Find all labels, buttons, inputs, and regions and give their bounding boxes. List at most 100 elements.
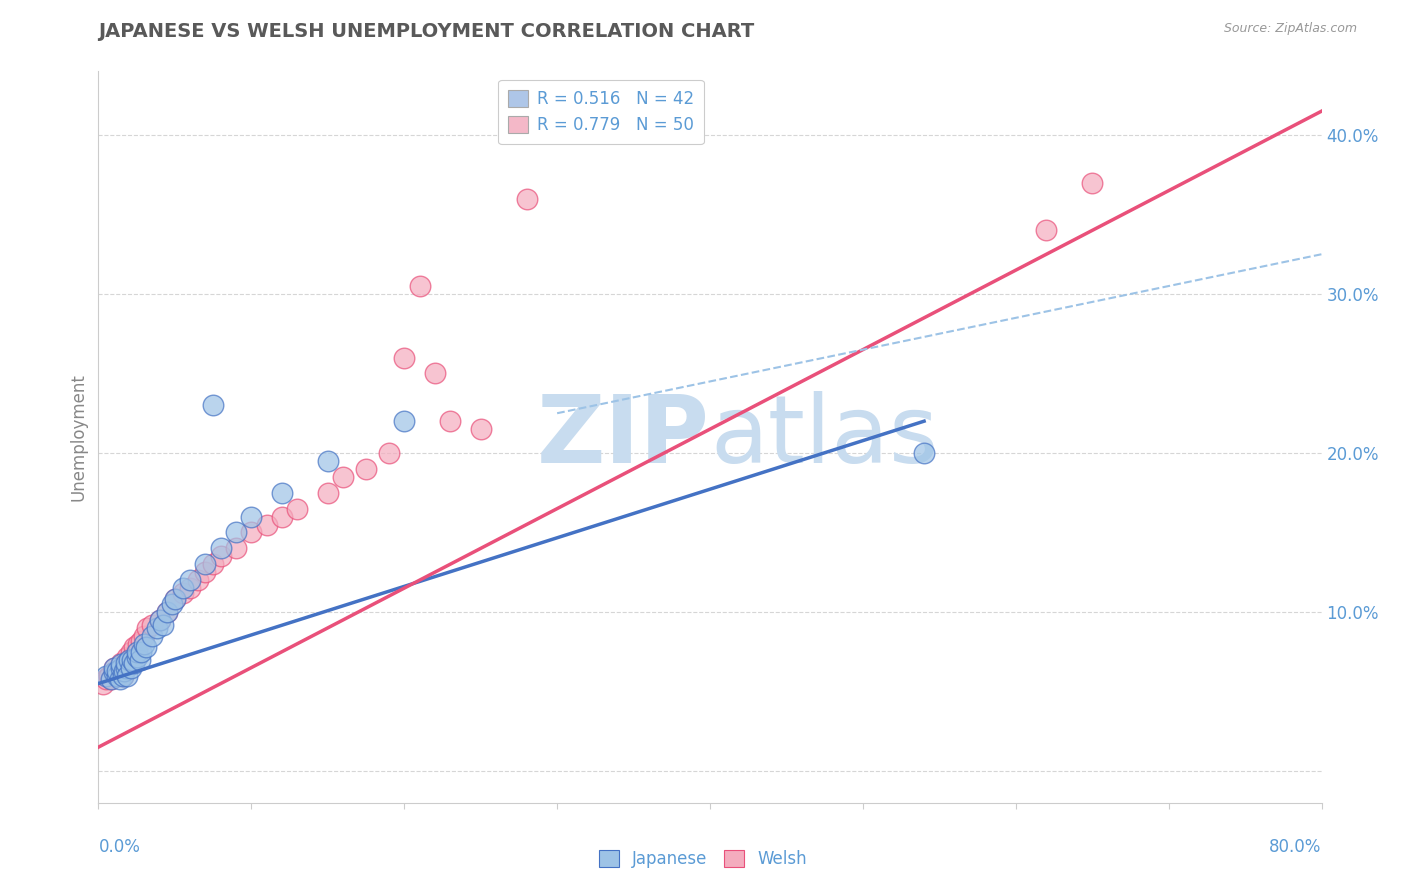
Point <box>94 668 117 682</box>
Point <box>112 664 135 678</box>
Point <box>98 668 121 682</box>
Legend: Japanese, Welsh: Japanese, Welsh <box>592 843 814 875</box>
Point <box>108 672 131 686</box>
Point <box>118 653 141 667</box>
Point <box>125 645 148 659</box>
Point <box>408 279 430 293</box>
Point <box>115 656 138 670</box>
Point <box>316 485 339 500</box>
Point <box>115 660 138 674</box>
Point <box>103 665 125 680</box>
Point <box>240 509 263 524</box>
Point <box>107 668 129 682</box>
Point <box>120 660 142 674</box>
Text: JAPANESE VS WELSH UNEMPLOYMENT CORRELATION CHART: JAPANESE VS WELSH UNEMPLOYMENT CORRELATI… <box>98 22 755 41</box>
Point <box>316 454 339 468</box>
Point <box>285 501 308 516</box>
Text: Source: ZipAtlas.com: Source: ZipAtlas.com <box>1223 22 1357 36</box>
Point <box>134 629 156 643</box>
Point <box>470 422 492 436</box>
Point <box>129 633 152 648</box>
Point <box>194 566 217 580</box>
Point <box>125 649 148 664</box>
Point <box>100 672 122 686</box>
Point <box>103 660 125 674</box>
Point <box>117 668 139 682</box>
Point <box>156 605 179 619</box>
Point <box>160 597 183 611</box>
Point <box>105 664 128 678</box>
Point <box>118 653 141 667</box>
Legend: R = 0.516   N = 42, R = 0.779   N = 50: R = 0.516 N = 42, R = 0.779 N = 50 <box>498 79 703 145</box>
Point <box>141 617 163 632</box>
Point <box>378 446 401 460</box>
Point <box>270 509 292 524</box>
Point <box>392 351 416 365</box>
Point <box>179 581 201 595</box>
Point <box>91 676 114 690</box>
Point <box>100 672 122 686</box>
Point <box>127 637 149 651</box>
Point <box>141 629 163 643</box>
Point <box>105 664 128 678</box>
Point <box>179 573 201 587</box>
Point <box>163 592 186 607</box>
Point <box>145 621 167 635</box>
Point <box>1081 176 1104 190</box>
Point <box>156 605 179 619</box>
Point <box>194 558 217 572</box>
Point <box>115 656 138 670</box>
Point <box>202 398 225 412</box>
Point <box>111 668 134 682</box>
Point <box>1035 223 1057 237</box>
Point <box>121 653 143 667</box>
Point <box>202 558 225 572</box>
Point <box>256 517 278 532</box>
Point <box>111 668 134 682</box>
Point <box>516 192 538 206</box>
Text: 80.0%: 80.0% <box>1270 838 1322 856</box>
Point <box>110 656 132 670</box>
Text: 0.0%: 0.0% <box>98 838 141 856</box>
Point <box>121 649 143 664</box>
Point <box>187 573 209 587</box>
Point <box>332 470 354 484</box>
Point <box>149 613 172 627</box>
Point <box>392 414 416 428</box>
Point <box>110 660 132 674</box>
Point <box>423 367 446 381</box>
Point <box>122 640 145 654</box>
Point <box>110 660 132 674</box>
Point <box>103 660 125 674</box>
Point <box>129 645 152 659</box>
Point <box>110 657 132 672</box>
Point <box>163 592 186 607</box>
Point <box>125 645 148 659</box>
Point <box>209 549 232 564</box>
Point <box>439 414 461 428</box>
Point <box>270 485 292 500</box>
Point <box>117 649 139 664</box>
Point <box>105 668 128 682</box>
Point <box>225 541 247 556</box>
Point <box>209 541 232 556</box>
Point <box>94 672 117 686</box>
Point <box>149 613 172 627</box>
Y-axis label: Unemployment: Unemployment <box>69 373 87 501</box>
Text: atlas: atlas <box>710 391 938 483</box>
Point <box>240 525 263 540</box>
Text: ZIP: ZIP <box>537 391 710 483</box>
Point <box>225 525 247 540</box>
Point <box>128 653 150 667</box>
Point <box>120 645 142 659</box>
Point <box>136 621 159 635</box>
Point <box>134 637 156 651</box>
Point <box>112 664 135 678</box>
Point <box>122 656 145 670</box>
Point <box>172 586 194 600</box>
Point <box>135 640 157 654</box>
Point <box>912 446 935 460</box>
Point <box>172 581 194 595</box>
Point <box>354 462 377 476</box>
Point <box>152 617 174 632</box>
